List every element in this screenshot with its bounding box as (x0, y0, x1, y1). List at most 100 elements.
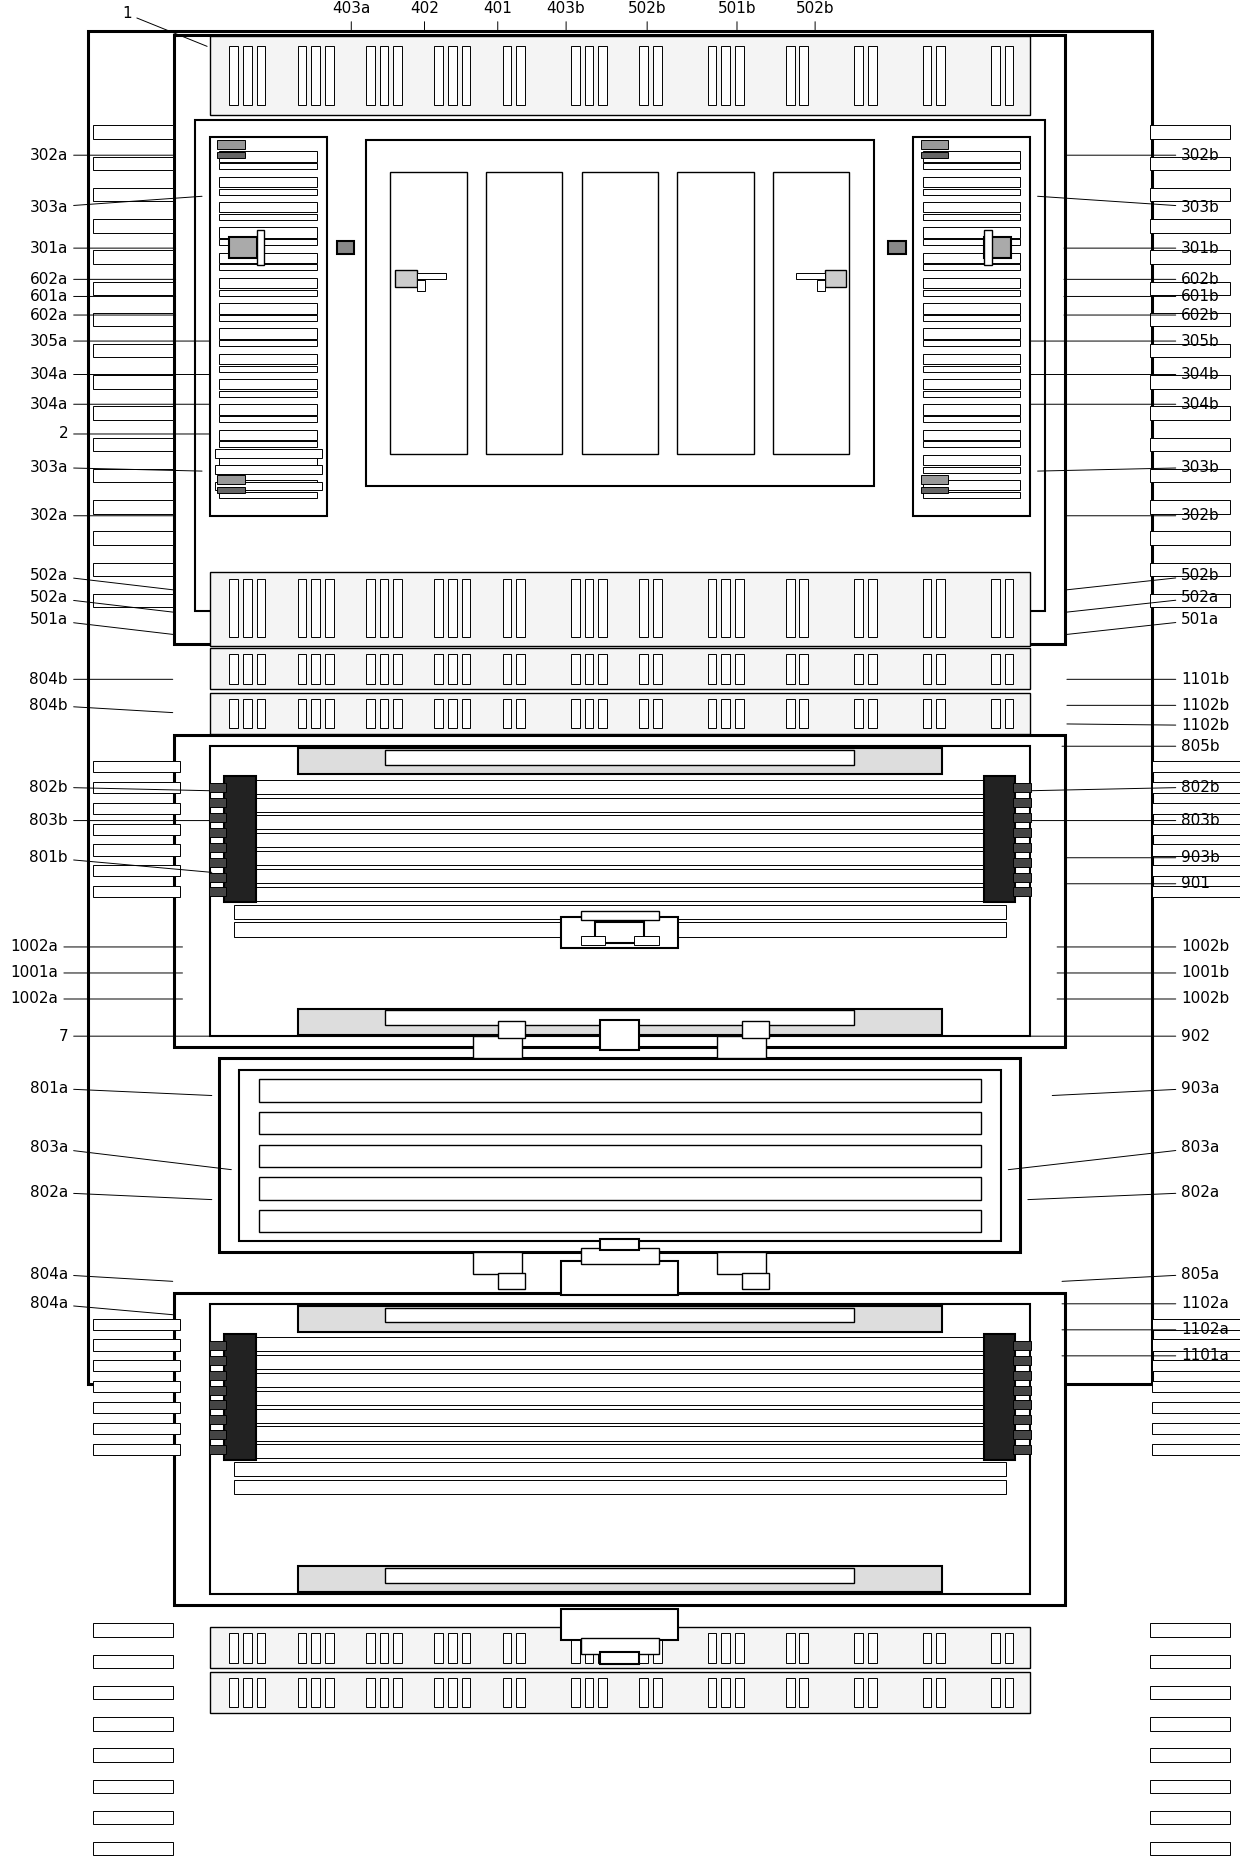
Bar (386, 1010, 854, 1025)
Bar (366, 1678, 374, 1708)
Bar (229, 699, 238, 729)
Bar (708, 579, 717, 637)
Bar (923, 405, 1021, 414)
Bar (584, 579, 594, 637)
Bar (1149, 1779, 1230, 1792)
Bar (580, 1637, 658, 1654)
Bar (208, 1341, 226, 1350)
Text: 803a: 803a (30, 1141, 232, 1169)
Bar (502, 1678, 511, 1708)
Bar (219, 442, 317, 448)
Bar (936, 1633, 945, 1663)
Bar (379, 699, 388, 729)
Text: 804a: 804a (30, 1266, 172, 1281)
Bar (786, 654, 795, 684)
Bar (210, 1673, 1030, 1712)
Bar (229, 47, 238, 105)
Bar (854, 654, 863, 684)
Text: 502b: 502b (627, 2, 666, 30)
Bar (311, 1678, 320, 1708)
Text: 804a: 804a (30, 1296, 172, 1315)
Bar (217, 152, 244, 157)
Bar (93, 1380, 180, 1392)
Text: 401: 401 (484, 2, 512, 30)
Bar (366, 140, 874, 485)
Bar (208, 1401, 226, 1408)
Text: 1002a: 1002a (10, 940, 182, 955)
Bar (570, 1678, 580, 1708)
Text: 801a: 801a (30, 1081, 212, 1096)
Bar (502, 579, 511, 637)
Text: 803a: 803a (1008, 1141, 1220, 1169)
Bar (210, 137, 327, 515)
Bar (923, 455, 1021, 465)
Bar (215, 481, 322, 491)
Bar (298, 1305, 942, 1332)
Bar (600, 1652, 640, 1663)
Bar (219, 365, 317, 371)
Bar (217, 487, 244, 493)
Bar (461, 579, 470, 637)
Bar (1152, 1339, 1240, 1350)
Bar (923, 303, 1021, 313)
Text: 502b: 502b (1066, 568, 1220, 590)
Bar (229, 1678, 238, 1708)
Bar (93, 865, 180, 877)
Bar (208, 843, 226, 852)
Bar (825, 270, 847, 287)
Bar (448, 1678, 456, 1708)
Bar (923, 328, 1021, 339)
Bar (234, 850, 1006, 865)
Bar (653, 47, 662, 105)
Bar (1013, 1401, 1030, 1408)
Bar (1149, 281, 1230, 294)
Bar (234, 1427, 1006, 1440)
Bar (219, 202, 317, 212)
Bar (1149, 406, 1230, 420)
Bar (434, 579, 443, 637)
Bar (923, 416, 1021, 421)
Bar (502, 47, 511, 105)
Bar (219, 240, 317, 245)
Bar (923, 341, 1021, 347)
Bar (379, 47, 388, 105)
Bar (210, 36, 1030, 114)
Bar (991, 699, 999, 729)
Bar (1013, 1371, 1030, 1380)
Bar (708, 654, 717, 684)
Bar (461, 1633, 470, 1663)
Text: 501a: 501a (30, 612, 172, 635)
Bar (298, 579, 306, 637)
Bar (516, 1678, 525, 1708)
Text: 302b: 302b (1066, 148, 1220, 163)
Text: 805b: 805b (1061, 738, 1220, 753)
Bar (234, 922, 1006, 936)
Bar (219, 378, 317, 390)
Bar (393, 1633, 402, 1663)
Bar (434, 1633, 443, 1663)
Bar (93, 845, 180, 856)
Bar (1152, 845, 1240, 856)
Bar (923, 47, 931, 105)
Bar (386, 1307, 854, 1322)
Bar (386, 1568, 854, 1583)
Bar (1152, 1360, 1240, 1371)
Bar (219, 189, 317, 195)
Text: 903a: 903a (1053, 1081, 1220, 1096)
Bar (219, 163, 317, 169)
Bar (1149, 219, 1230, 232)
Bar (1013, 798, 1030, 807)
Bar (486, 172, 562, 453)
Text: 303b: 303b (1038, 461, 1220, 476)
Bar (1013, 1341, 1030, 1350)
Bar (502, 1633, 511, 1663)
Bar (773, 172, 849, 453)
Bar (219, 264, 317, 270)
Bar (257, 230, 264, 266)
Text: 303b: 303b (1038, 197, 1220, 215)
Text: 301b: 301b (1064, 240, 1220, 255)
Bar (208, 1386, 226, 1395)
Text: 802b: 802b (30, 779, 212, 794)
Bar (298, 1010, 942, 1034)
Bar (868, 579, 877, 637)
